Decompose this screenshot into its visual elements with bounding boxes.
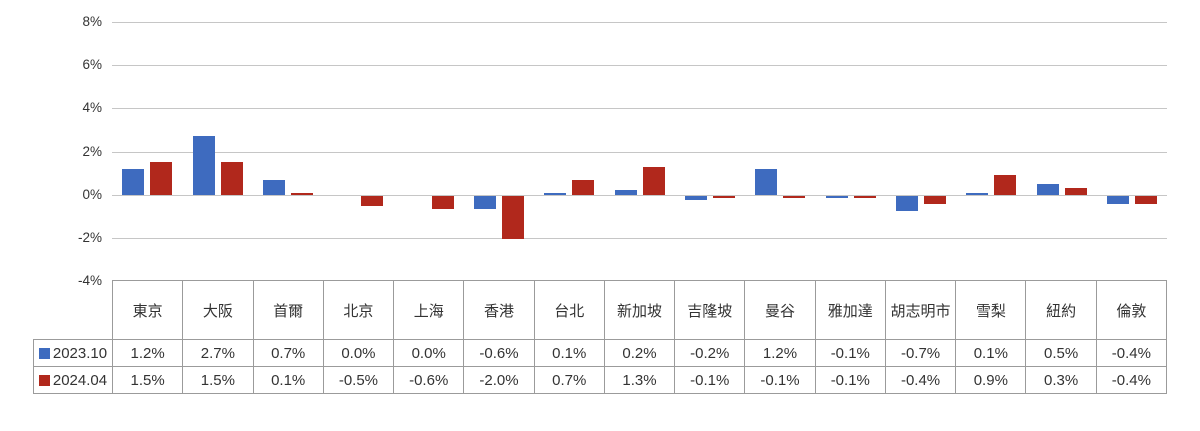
bar-2024.04-雪梨: [994, 175, 1017, 195]
table-cell-value: -0.5%: [322, 366, 395, 394]
y-axis-tick-label: 0%: [82, 186, 102, 202]
bar-2024.04-台北: [572, 179, 595, 195]
table-cell-value: 1.5%: [111, 366, 184, 394]
table-cell-value: -0.6%: [393, 366, 465, 394]
gridline: [112, 22, 1167, 23]
bar-2023.10-台北: [544, 192, 567, 195]
chart-data-table: 東京 大阪 首爾 北京 上海 香港 台北 新加坡 吉隆坡 曼谷 雅加達 胡志明市 雪梨 紐約 倫敦 2023…: [33, 280, 1168, 394]
bar-2024.04-香港: [501, 195, 524, 239]
table-cell-value: 0.7%: [252, 339, 324, 367]
table-cell-value: 1.3%: [603, 366, 676, 394]
legend-cell-2024.04: 2024.04: [33, 366, 113, 394]
table-header-city: 台北: [533, 280, 605, 340]
table-cell-value: -0.6%: [463, 339, 535, 367]
table-header-city: 紐約: [1025, 280, 1097, 340]
y-axis-tick-label: 8%: [82, 14, 102, 29]
table-cell-value: 0.7%: [533, 366, 605, 394]
table-header-city: 大阪: [182, 280, 254, 340]
chart-plot-area: [112, 22, 1167, 281]
y-axis-tick-label: 4%: [82, 100, 102, 116]
table-cell-value: -0.4%: [1095, 339, 1168, 367]
table-cell-value: -0.4%: [884, 366, 957, 394]
table-corner-empty: [34, 281, 113, 340]
gridline: [112, 237, 1167, 239]
table-header-city: 新加坡: [603, 280, 676, 340]
gridline: [112, 65, 1167, 67]
gridline: [112, 151, 1167, 153]
table-header-city: 胡志明市: [884, 280, 957, 340]
bar-2024.04-曼谷: [783, 195, 806, 198]
table-cell-value: 1.2%: [744, 339, 816, 367]
bar-2023.10-倫敦: [1106, 195, 1129, 205]
table-cell-value: 0.0%: [322, 339, 395, 367]
bar-2023.10-雪梨: [966, 192, 989, 195]
table-header-city: 上海: [393, 280, 465, 340]
table-cell-value: 0.9%: [955, 366, 1027, 394]
table-cell-value: -0.2%: [674, 339, 746, 367]
table-cell-value: -0.1%: [744, 366, 816, 394]
gridline: [112, 108, 1167, 110]
bar-2024.04-北京: [361, 195, 384, 207]
bar-2023.10-大阪: [192, 136, 215, 195]
y-axis-tick-label: 6%: [82, 57, 102, 73]
y-axis-tick-label: 2%: [82, 143, 102, 159]
table-cell-value: 0.0%: [393, 339, 465, 367]
legend-series-label: 2023.10: [52, 344, 108, 362]
bar-2024.04-首爾: [290, 192, 313, 195]
gridline: [112, 194, 1167, 196]
bar-2023.10-曼谷: [755, 168, 778, 195]
bar-2024.04-紐約: [1064, 188, 1087, 195]
bar-2023.10-東京: [122, 168, 145, 195]
table-cell-value: 1.5%: [182, 366, 254, 394]
table-cell-value: 0.2%: [603, 339, 676, 367]
legend-color-swatch: [38, 374, 50, 386]
table-cell-value: 0.5%: [1025, 339, 1097, 367]
legend-cell-2023.10: 2023.10: [33, 339, 113, 367]
bar-2023.10-香港: [473, 195, 496, 209]
y-axis-tick-label: -4%: [77, 273, 102, 288]
table-cell-value: 1.2%: [111, 339, 184, 367]
table-header-city: 東京: [111, 280, 184, 340]
bar-2024.04-大阪: [220, 162, 243, 195]
bar-2023.10-首爾: [262, 179, 285, 195]
bar-2024.04-上海: [431, 195, 454, 209]
y-axis-tick-label: -2%: [77, 229, 102, 245]
bar-2024.04-胡志明市: [923, 195, 946, 205]
bar-2023.10-新加坡: [614, 190, 637, 195]
table-cell-value: -0.7%: [884, 339, 957, 367]
table-cell-value: -0.1%: [814, 366, 886, 394]
legend-series-label: 2024.04: [52, 371, 108, 389]
table-cell-value: 0.3%: [1025, 366, 1097, 394]
table-header-city: 曼谷: [744, 280, 816, 340]
bar-2023.10-雅加達: [825, 195, 848, 198]
table-cell-value: 2.7%: [182, 339, 254, 367]
table-header-city: 香港: [463, 280, 535, 340]
table-header-city: 北京: [322, 280, 395, 340]
bar-2024.04-吉隆坡: [712, 195, 735, 198]
table-cell-value: 0.1%: [533, 339, 605, 367]
bar-2023.10-胡志明市: [895, 195, 918, 211]
bar-2023.10-紐約: [1036, 183, 1059, 195]
bar-2023.10-吉隆坡: [684, 195, 707, 200]
table-header-city: 雪梨: [955, 280, 1027, 340]
bar-2024.04-倫敦: [1134, 195, 1157, 205]
table-cell-value: 0.1%: [252, 366, 324, 394]
table-cell-value: 0.1%: [955, 339, 1027, 367]
bar-2024.04-東京: [150, 162, 173, 195]
table-cell-value: -0.1%: [814, 339, 886, 367]
table-cell-value: -2.0%: [463, 366, 535, 394]
y-axis: 8% 6% 4% 2% 0% -2% -4%: [0, 14, 102, 288]
table-header-city: 吉隆坡: [674, 280, 746, 340]
bar-2024.04-新加坡: [642, 166, 665, 195]
bar-2024.04-雅加達: [853, 195, 876, 198]
table-header-city: 雅加達: [814, 280, 886, 340]
table-header-city: 倫敦: [1095, 280, 1168, 340]
table-header-city: 首爾: [252, 280, 324, 340]
table-cell-value: -0.1%: [674, 366, 746, 394]
legend-color-swatch: [38, 347, 50, 359]
table-cell-value: -0.4%: [1095, 366, 1168, 394]
